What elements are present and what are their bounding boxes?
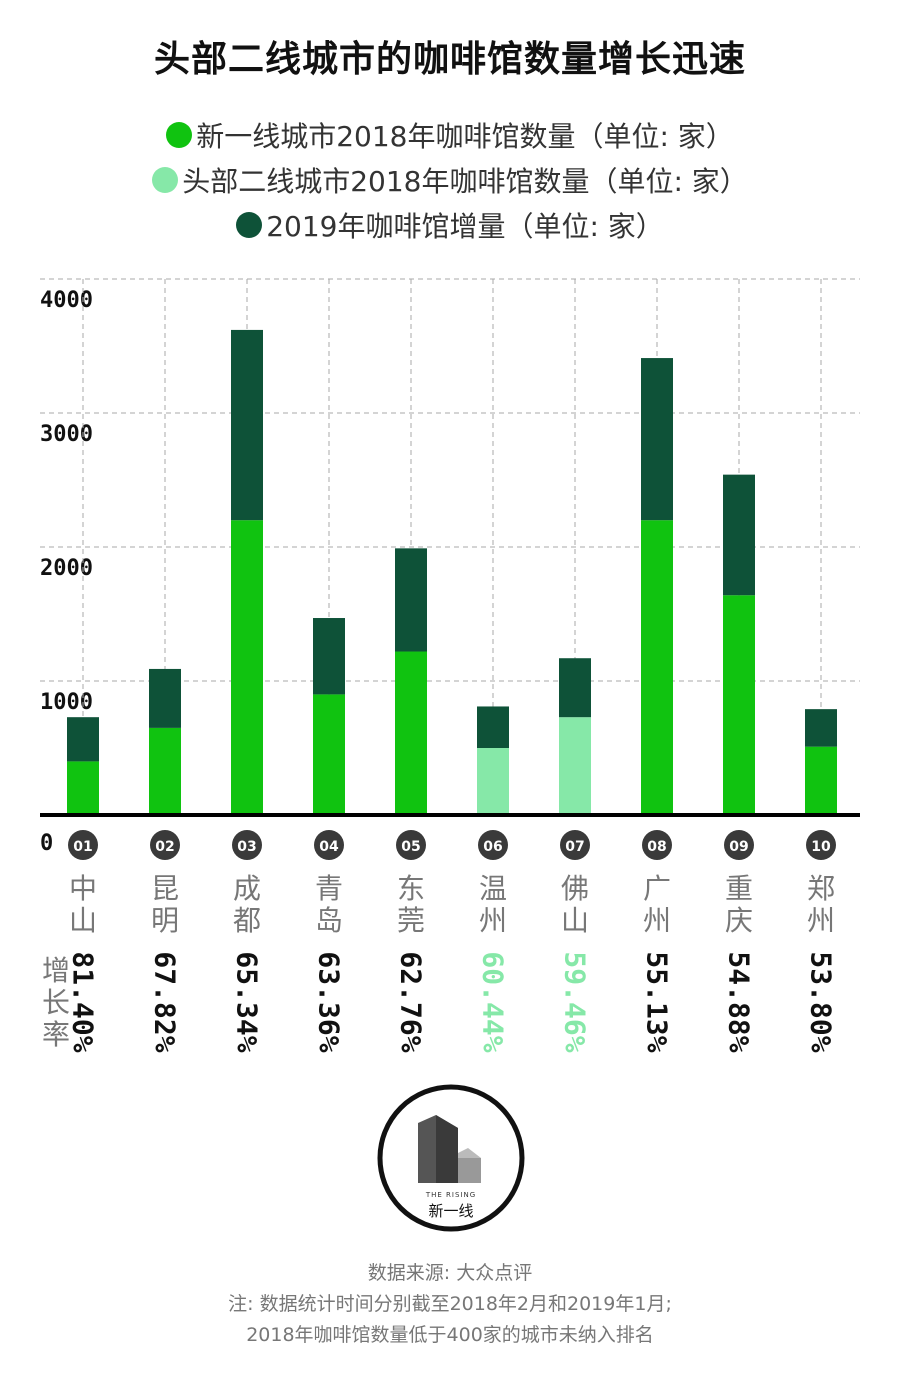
bar-base-2018 bbox=[641, 520, 673, 815]
rank-badge bbox=[560, 830, 590, 860]
category-label-char: 青 bbox=[315, 872, 343, 905]
category-label-char: 重 bbox=[725, 872, 753, 905]
growth-rate-label: 59.46% bbox=[559, 951, 592, 1052]
category-label-char: 州 bbox=[479, 904, 507, 937]
rank-badge bbox=[724, 830, 754, 860]
logo-text: 新一线 bbox=[428, 1202, 473, 1220]
rank-badge bbox=[806, 830, 836, 860]
bar-increase-2019 bbox=[149, 668, 181, 728]
growth-rate-label: 81.40% bbox=[67, 951, 100, 1052]
bar-base-2018 bbox=[723, 595, 755, 815]
category-label-char: 都 bbox=[233, 904, 261, 937]
bar-increase-2019 bbox=[559, 658, 591, 718]
rank-badge bbox=[68, 830, 98, 860]
growth-row-label-char: 增 bbox=[42, 954, 70, 987]
growth-rate-label: 60.44% bbox=[477, 951, 510, 1052]
category-label-char: 州 bbox=[643, 904, 671, 937]
bar-increase-2019 bbox=[805, 709, 837, 747]
bar-increase-2019 bbox=[395, 548, 427, 652]
category-label-char: 佛 bbox=[561, 872, 589, 905]
bar-base-2018 bbox=[805, 746, 837, 815]
category-label-char: 中 bbox=[69, 872, 97, 905]
legend-dot-increase bbox=[236, 212, 263, 238]
bar-increase-2019 bbox=[231, 329, 263, 521]
growth-rate-label: 63.36% bbox=[313, 951, 346, 1052]
rank-badge bbox=[150, 830, 180, 860]
legend-label-tier2: 头部二线城市2018年咖啡馆数量（单位: 家） bbox=[182, 165, 748, 198]
legend-dot-new-tier1 bbox=[166, 122, 193, 148]
category-label-char: 郑 bbox=[807, 872, 835, 905]
category-label-char: 庆 bbox=[725, 904, 753, 937]
growth-rate-label: 65.34% bbox=[231, 951, 264, 1052]
legend-label-increase: 2019年咖啡馆增量（单位: 家） bbox=[266, 210, 664, 243]
rank-badge-number: 01 bbox=[73, 839, 92, 855]
rank-badge bbox=[396, 830, 426, 860]
growth-row-label-char: 长 bbox=[42, 986, 70, 1019]
bar-increase-2019 bbox=[723, 474, 755, 596]
category-label-char: 昆 bbox=[151, 872, 179, 905]
rank-badge-number: 06 bbox=[483, 839, 502, 855]
growth-rate-label: 67.82% bbox=[149, 951, 182, 1052]
logo-small-text: THE RISING bbox=[425, 1191, 476, 1199]
bar-base-2018 bbox=[559, 717, 591, 815]
y-tick-label: 4000 bbox=[40, 288, 93, 313]
rank-badge-number: 02 bbox=[155, 839, 174, 855]
bar-increase-2019 bbox=[477, 706, 509, 748]
bar-base-2018 bbox=[313, 694, 345, 815]
bar-base-2018 bbox=[231, 520, 263, 815]
bar-base-2018 bbox=[67, 761, 99, 815]
brand-logo: THE RISING 新一线 bbox=[376, 1083, 526, 1233]
chart-title: 头部二线城市的咖啡馆数量增长迅速 bbox=[153, 39, 746, 80]
rank-badge bbox=[642, 830, 672, 860]
rank-badge-number: 03 bbox=[237, 839, 256, 855]
category-label-char: 温 bbox=[479, 872, 507, 905]
brand-logo-mark-icon: THE RISING 新一线 bbox=[377, 1084, 525, 1232]
bar-chart: 0100020003000400001中山81.40%02昆明67.82%03成… bbox=[40, 278, 860, 1053]
y-tick-label: 0 bbox=[40, 831, 53, 856]
rank-badge bbox=[232, 830, 262, 860]
footer-source: 数据来源: 大众点评 bbox=[367, 1262, 533, 1284]
y-tick-label: 2000 bbox=[40, 556, 93, 581]
bar-increase-2019 bbox=[67, 717, 99, 762]
category-label-char: 莞 bbox=[397, 904, 425, 937]
category-label-char: 广 bbox=[643, 872, 671, 905]
category-label-char: 山 bbox=[561, 904, 589, 937]
y-tick-label: 1000 bbox=[40, 690, 93, 715]
growth-rate-label: 54.88% bbox=[723, 951, 756, 1052]
rank-badge-number: 07 bbox=[565, 839, 584, 855]
rank-badge-number: 05 bbox=[401, 839, 420, 855]
category-label-char: 明 bbox=[151, 904, 179, 937]
growth-rate-label: 53.80% bbox=[805, 951, 838, 1052]
growth-row-label-char: 率 bbox=[42, 1018, 70, 1051]
bar-base-2018 bbox=[395, 651, 427, 815]
bar-base-2018 bbox=[149, 727, 181, 815]
rank-badge bbox=[478, 830, 508, 860]
rank-badge-number: 08 bbox=[647, 839, 666, 855]
rank-badge bbox=[314, 830, 344, 860]
category-label-char: 山 bbox=[69, 904, 97, 937]
bar-increase-2019 bbox=[313, 618, 345, 695]
rank-badge-number: 09 bbox=[729, 839, 748, 855]
category-label-char: 东 bbox=[397, 872, 425, 905]
legend-label-new-tier1: 新一线城市2018年咖啡馆数量（单位: 家） bbox=[196, 120, 734, 153]
growth-rate-label: 55.13% bbox=[641, 951, 674, 1052]
bar-base-2018 bbox=[477, 748, 509, 815]
category-label-char: 成 bbox=[233, 872, 261, 905]
y-tick-label: 3000 bbox=[40, 422, 93, 447]
legend-tier2: 头部二线城市2018年咖啡馆数量（单位: 家） bbox=[0, 160, 900, 200]
legend-dot-tier2 bbox=[152, 167, 179, 193]
bar-increase-2019 bbox=[641, 358, 673, 521]
rank-badge-number: 04 bbox=[319, 839, 339, 855]
footer-note-1: 注: 数据统计时间分别截至2018年2月和2019年1月; bbox=[228, 1293, 672, 1315]
growth-rate-label: 62.76% bbox=[395, 951, 428, 1052]
category-label-char: 州 bbox=[807, 904, 835, 937]
rank-badge-number: 10 bbox=[811, 839, 831, 855]
footer-note-2: 2018年咖啡馆数量低于400家的城市未纳入排名 bbox=[246, 1324, 654, 1346]
legend-increase: 2019年咖啡馆增量（单位: 家） bbox=[0, 205, 900, 245]
category-label-char: 岛 bbox=[315, 904, 343, 937]
legend-new-tier1: 新一线城市2018年咖啡馆数量（单位: 家） bbox=[0, 115, 900, 155]
